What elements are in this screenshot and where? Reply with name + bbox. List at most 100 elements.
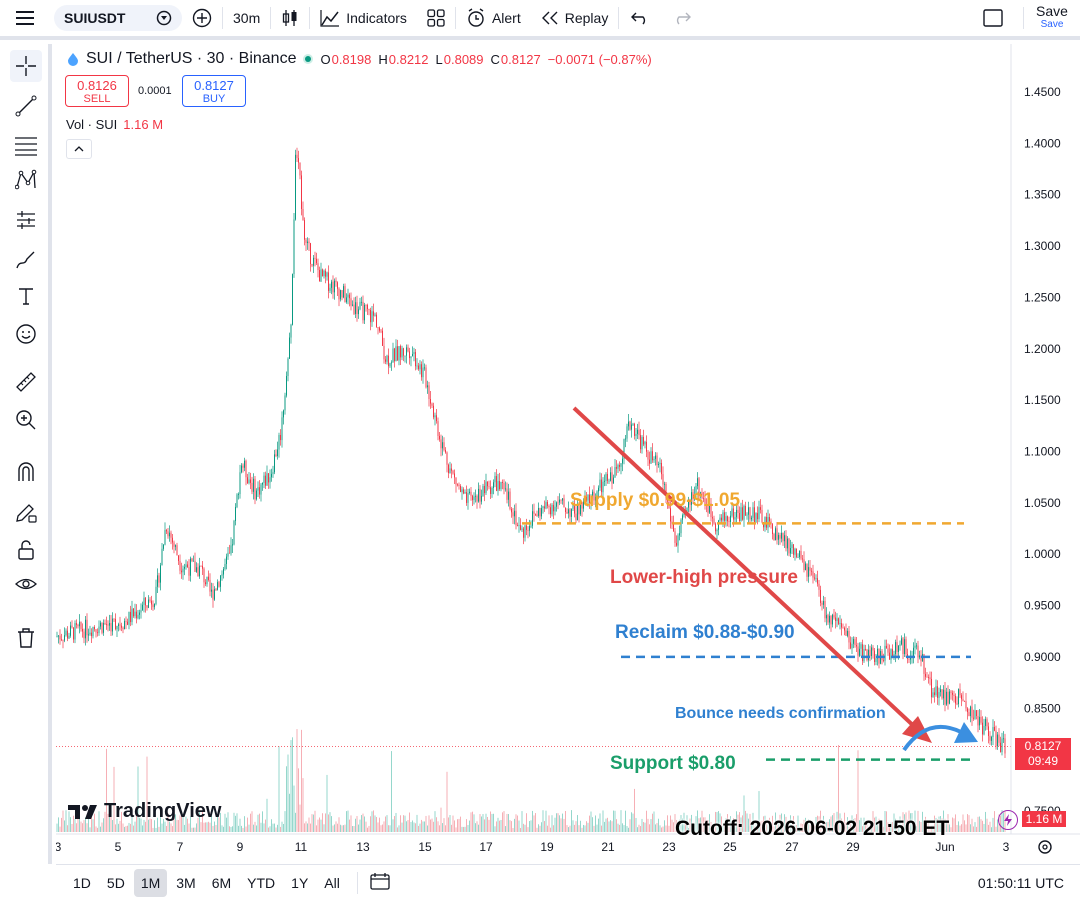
range-all-button[interactable]: All xyxy=(324,874,340,891)
settings-button[interactable] xyxy=(1036,838,1054,861)
volume-bar xyxy=(764,815,766,832)
volume-bar xyxy=(841,818,842,832)
pattern-tool[interactable] xyxy=(10,164,42,196)
lock-drawings-tool[interactable] xyxy=(10,496,42,528)
volume-bar xyxy=(590,811,592,832)
candle-body xyxy=(449,468,451,474)
candle-body xyxy=(244,460,245,468)
volume-bar xyxy=(980,819,982,832)
lock-tool[interactable] xyxy=(10,534,42,566)
volume-bar xyxy=(415,823,416,832)
volume-bar xyxy=(794,825,796,832)
candle-body xyxy=(460,485,461,493)
volume-bar xyxy=(964,820,965,832)
candle-body xyxy=(692,492,694,500)
candle-body xyxy=(712,517,713,519)
price-chart[interactable]: 1.4500 1.4000 1.3500 1.3000 1.2500 1.2000 1.15… xyxy=(56,44,1080,862)
buy-button[interactable]: 0.8127 BUY xyxy=(182,75,246,107)
volume-bar xyxy=(758,791,760,832)
volume-bar xyxy=(782,821,784,832)
chart-pane[interactable]: 1.4500 1.4000 1.3500 1.3000 1.2500 1.2000 1.15… xyxy=(56,44,1080,862)
chart-type-button[interactable] xyxy=(271,0,309,38)
volume-bar xyxy=(124,826,125,832)
candle-body xyxy=(206,576,208,585)
volume-bar xyxy=(769,817,770,832)
candle-body xyxy=(745,505,746,516)
collapse-legend-button[interactable] xyxy=(66,139,92,159)
volume-bar xyxy=(883,826,884,832)
indicators-button[interactable]: Indicators xyxy=(310,0,417,38)
candle-body xyxy=(271,473,272,478)
candle-body xyxy=(103,622,104,633)
volume-bar xyxy=(103,818,104,832)
range-ytd-button[interactable]: YTD xyxy=(247,874,276,891)
undo-button[interactable] xyxy=(619,0,661,38)
interval-button[interactable]: 30m xyxy=(233,10,261,26)
volume-bar xyxy=(517,815,518,832)
candle-body xyxy=(806,563,808,577)
symbol-search[interactable]: SUIUSDT xyxy=(54,5,182,31)
volume-bar xyxy=(407,820,409,832)
candle-body xyxy=(307,241,308,243)
redo-button[interactable] xyxy=(661,0,703,38)
layouts-button[interactable] xyxy=(417,0,455,38)
remove-drawings-tool[interactable] xyxy=(10,622,42,654)
forecast-tool[interactable] xyxy=(10,204,42,236)
volume-bar xyxy=(173,815,175,832)
magnet-tool[interactable] xyxy=(10,456,42,488)
zoom-tool[interactable] xyxy=(10,404,42,436)
emoji-tool[interactable] xyxy=(10,318,42,350)
range-1d-button[interactable]: 1D xyxy=(73,874,91,891)
volume-bar xyxy=(223,826,224,832)
goto-date-button[interactable] xyxy=(370,872,390,893)
menu-button[interactable] xyxy=(0,0,50,38)
volume-bar xyxy=(302,778,304,832)
trendline-tool[interactable] xyxy=(10,90,42,122)
candle-body xyxy=(568,509,569,514)
crosshair-tool[interactable] xyxy=(10,50,42,82)
volume-bar xyxy=(109,813,110,832)
fib-tool[interactable] xyxy=(10,129,42,161)
alert-button[interactable]: Alert xyxy=(456,0,531,38)
volume-bar xyxy=(232,826,233,832)
volume-bar xyxy=(442,823,443,832)
visibility-tool[interactable] xyxy=(10,569,42,601)
volume-bar xyxy=(745,810,746,832)
candle-body xyxy=(472,495,473,501)
volume-bar xyxy=(878,818,880,832)
bounce-arrow-curve[interactable] xyxy=(902,724,962,752)
brush-tool[interactable] xyxy=(10,244,42,276)
candle-body xyxy=(530,525,532,527)
save-button[interactable]: Save Save xyxy=(1024,4,1080,31)
replay-button[interactable]: Replay xyxy=(531,0,619,38)
range-5d-button[interactable]: 5D xyxy=(106,874,125,891)
legend-title: SUI / TetherUS · 30 · Binance xyxy=(86,50,297,67)
lightning-button[interactable] xyxy=(998,810,1018,830)
volume-bar xyxy=(955,814,956,832)
lower-high-arrow-line[interactable] xyxy=(572,406,920,732)
candle-body xyxy=(61,639,62,641)
volume-bar xyxy=(298,768,299,832)
candle-body xyxy=(574,503,575,514)
volume-bar xyxy=(79,814,80,832)
fullscreen-button[interactable] xyxy=(963,0,1023,38)
volume-bar xyxy=(196,823,197,832)
compare-button[interactable] xyxy=(182,0,222,38)
volume-bar xyxy=(842,820,844,832)
volume-bar xyxy=(77,814,79,832)
utc-clock[interactable]: 01:50:11 UTC xyxy=(977,874,1064,891)
sell-button[interactable]: 0.8126 SELL xyxy=(65,75,129,107)
candle-body xyxy=(962,699,964,701)
text-tool[interactable] xyxy=(10,280,42,312)
volume-bar xyxy=(992,817,994,832)
range-1m-button[interactable]: 1M xyxy=(133,868,168,897)
measure-tool[interactable] xyxy=(10,366,42,398)
alert-label: Alert xyxy=(491,10,521,26)
volume-bar xyxy=(527,827,529,832)
candle-body xyxy=(910,657,911,660)
candle-body xyxy=(373,311,374,316)
range-6m-button[interactable]: 6M xyxy=(211,874,232,891)
range-3m-button[interactable]: 3M xyxy=(176,874,196,891)
candle-body xyxy=(979,716,980,726)
range-1y-button[interactable]: 1Y xyxy=(291,874,309,891)
